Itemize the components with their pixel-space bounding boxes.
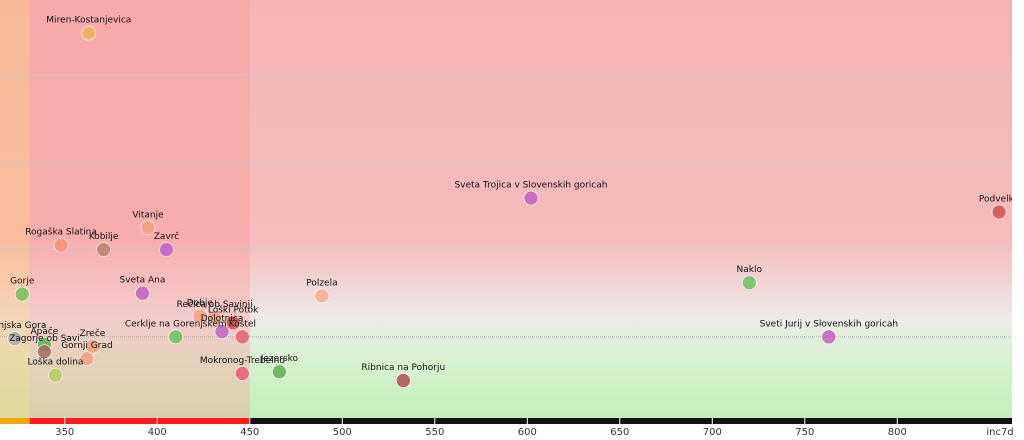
point-label: Jezersko: [260, 354, 299, 364]
point-label: Loška dolina: [28, 357, 84, 368]
zone-tint: [29, 0, 250, 418]
point-label: Gorje: [10, 277, 35, 287]
x-tick-label: 600: [518, 427, 537, 438]
x-tick-label: 650: [610, 427, 629, 438]
zone-tint: [250, 0, 1012, 418]
point-label: Polzela: [306, 278, 337, 288]
point: [523, 190, 539, 206]
point: [272, 364, 287, 380]
point: [159, 242, 174, 257]
point-label: Sveti Jurij v Slovenskih goricah: [760, 319, 898, 329]
x-tick-label: 350: [55, 427, 74, 438]
point-label: Zreče: [80, 328, 106, 339]
point: [81, 25, 97, 41]
point-label: Kobilje: [89, 232, 119, 242]
point-label: Miren-Kostanjevica: [46, 16, 131, 26]
x-axis: 350 400 450 500 550 600 650 700 750 800: [0, 418, 1013, 438]
point-label: Sveta Ana: [120, 276, 166, 286]
point: [192, 308, 208, 324]
point: [140, 220, 156, 236]
point: [14, 286, 30, 302]
point-label: Ribnica na Pohorju: [361, 363, 445, 373]
point-label: Gornji Grad: [61, 341, 113, 351]
x-tick-label: 700: [703, 427, 722, 438]
point-label: Cerklje na Gorenjskem: [125, 319, 227, 329]
point: [821, 329, 837, 345]
zones: [0, 0, 1012, 418]
point-label: Naklo: [737, 265, 763, 275]
point: [53, 237, 69, 253]
point-label: Dobje: [187, 298, 214, 308]
point: [135, 285, 150, 301]
point: [225, 315, 241, 331]
point: [207, 310, 222, 325]
point-label: Rogaška Slatina: [25, 227, 97, 238]
x-axis-label: inc7d: [986, 427, 1013, 438]
point-label: Mokronog-Trebelno: [200, 356, 286, 366]
point: [214, 324, 230, 339]
point: [85, 339, 100, 354]
x-tick-label: 800: [888, 427, 907, 438]
point: [7, 331, 23, 346]
point: [168, 329, 184, 345]
point-label: Zagorje ob Savi: [9, 334, 80, 344]
point: [235, 329, 250, 345]
zone-bar: [249, 418, 1013, 424]
point-label: Apače: [30, 326, 58, 337]
x-tick-label: 400: [148, 427, 167, 438]
point: [314, 288, 330, 304]
x-tick-label: 450: [240, 427, 259, 438]
point: [48, 367, 63, 383]
point-label: Rečica ob Savinji: [177, 299, 253, 310]
point-label: Dolotnica: [201, 314, 244, 324]
zone-bar: [0, 418, 30, 424]
point-label: Sveta Trojica v Slovenskih goricah: [454, 181, 607, 191]
point: [741, 275, 757, 291]
point: [79, 351, 95, 366]
x-tick-label: 750: [795, 427, 814, 438]
point-label: Loški Potok: [208, 304, 259, 315]
point-label: Podvelka: [979, 195, 1019, 205]
points: Miren-Kostanjevica Sveta Trojica v Sloven…: [0, 16, 1019, 388]
x-tick-label: 550: [425, 427, 444, 438]
zone-tint: [0, 0, 30, 418]
point: [37, 344, 52, 359]
point-label: Kranjska Gora: [0, 321, 46, 331]
point: [396, 373, 411, 388]
point-label: Vitanje: [132, 210, 164, 220]
point: [96, 242, 111, 257]
plot-background: [0, 0, 1012, 418]
x-tick-label: 500: [333, 427, 352, 438]
zone-bar: [29, 418, 250, 424]
point-label: Kostel: [229, 319, 256, 329]
point: [991, 204, 1007, 220]
point-label: Zavrč: [154, 231, 180, 242]
point: [235, 366, 250, 381]
